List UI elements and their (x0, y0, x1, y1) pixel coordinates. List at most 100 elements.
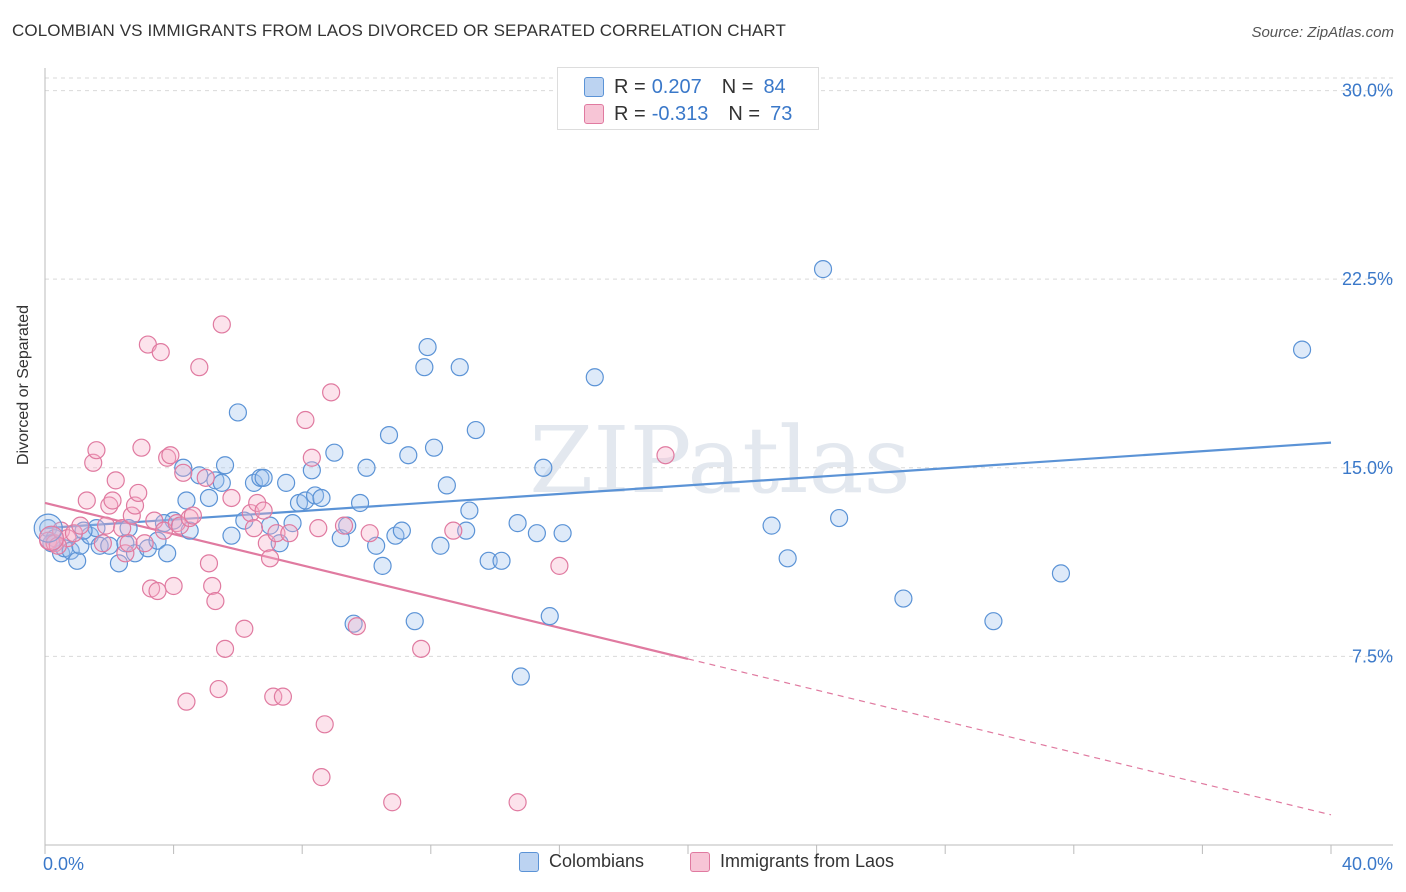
colombians-point (325, 443, 344, 462)
laos-point (71, 516, 90, 535)
tick-labels: 7.5% 15.0% 22.5% 30.0% 0.0% 40.0% (43, 81, 1393, 874)
laos-point (383, 793, 402, 812)
laos-point (174, 463, 193, 482)
legend-label: Immigrants from Laos (720, 851, 895, 871)
colombians-point (138, 539, 157, 558)
laos-point (508, 793, 527, 812)
colombians-point (379, 425, 399, 445)
colombians-point (215, 456, 235, 475)
laos-point (183, 506, 202, 525)
laos-point (264, 687, 283, 706)
laos-point (177, 692, 196, 711)
legend-row-colombians: R = 0.207 N = 84 (584, 75, 786, 99)
laos-point (296, 410, 315, 430)
colombians-point (460, 501, 479, 520)
laos-point (103, 491, 122, 510)
colombians-point (479, 551, 498, 570)
laos-swatch (584, 104, 604, 124)
laos-point (190, 358, 209, 377)
colombians-point (212, 473, 231, 492)
laos-point (196, 468, 215, 487)
n-value: 73 (770, 102, 793, 125)
laos-point (360, 524, 379, 543)
laos-point (550, 556, 569, 575)
colombians-swatch (584, 77, 604, 97)
laos-point (199, 554, 219, 573)
legend-label: Colombians (549, 851, 645, 871)
laos-point (267, 524, 286, 543)
laos-point (116, 544, 135, 563)
colombians-point (199, 488, 219, 508)
y-tick-label: 22.5% (1342, 269, 1393, 289)
laos-point (280, 524, 299, 543)
colombians-point (540, 607, 559, 626)
colombians-point (534, 458, 553, 477)
r-value: 0.207 (651, 75, 702, 98)
colombians-point (762, 516, 781, 535)
laos-point (209, 679, 228, 699)
colombians-point (830, 508, 849, 528)
laos-point (129, 483, 148, 503)
colombians-point (90, 536, 109, 555)
colombians-point (158, 544, 177, 563)
colombians-point (312, 488, 331, 508)
r-label: R = (614, 102, 646, 125)
colombians-point (553, 524, 572, 543)
laos-point (212, 315, 231, 334)
colombians-point (418, 337, 437, 357)
colombians-point (405, 612, 424, 631)
colombians-point (984, 612, 1003, 631)
laos-swatch (690, 851, 710, 872)
colombians-point (585, 368, 604, 387)
chart-title: COLOMBIAN VS IMMIGRANTS FROM LAOS DIVORC… (12, 21, 786, 40)
laos-point (87, 441, 106, 460)
colombians-point (527, 524, 546, 543)
laos-point (119, 534, 138, 553)
laos-point (164, 576, 183, 596)
y-axis-label: Divorced or Separated (15, 304, 32, 465)
n-label: N = (728, 102, 761, 125)
colombians-point (415, 358, 434, 377)
colombians-point (399, 446, 418, 465)
data-points (33, 260, 1312, 812)
colombians-point (894, 589, 913, 608)
colombians-point (33, 513, 63, 543)
laos-point (77, 491, 96, 510)
laos-point (260, 549, 280, 568)
laos-point (158, 448, 177, 467)
r-label: R = (614, 75, 646, 98)
laos-point (315, 715, 334, 734)
colombians-point (457, 521, 476, 540)
colombians-point (235, 511, 254, 530)
colombians-point (283, 514, 302, 533)
laos-point (273, 687, 293, 706)
laos-point (93, 534, 112, 553)
x-tick-label: 40.0% (1342, 854, 1393, 874)
colombians-point (466, 420, 485, 440)
y-tick-label: 15.0% (1342, 458, 1393, 478)
colombians-point (177, 491, 196, 510)
laos-point (244, 519, 264, 538)
laos-point (309, 519, 328, 538)
series-legend: Colombians Immigrants from Laos (0, 851, 1406, 877)
x-tick-label: 0.0% (43, 854, 84, 874)
laos-point (347, 617, 366, 636)
laos-point (215, 639, 235, 658)
laos-point (135, 534, 154, 553)
source-label: Source: ZipAtlas.com (1251, 24, 1394, 41)
laos-point (203, 576, 222, 596)
axes (44, 68, 1393, 854)
colombians-point (431, 536, 450, 555)
y-tick-label: 7.5% (1352, 646, 1393, 666)
colombians-point (511, 667, 530, 686)
laos-point (322, 383, 341, 402)
colombians-point (357, 458, 376, 477)
laos-point (38, 525, 65, 551)
legend-row-laos: R = -0.313 N = 73 (584, 102, 792, 126)
colombians-point (492, 551, 511, 570)
laos-point (312, 768, 331, 787)
colombians-point (344, 614, 363, 633)
legend-item-colombians[interactable]: Colombians (519, 851, 644, 872)
legend-item-laos[interactable]: Immigrants from Laos (690, 851, 894, 872)
laos-point (444, 521, 463, 540)
